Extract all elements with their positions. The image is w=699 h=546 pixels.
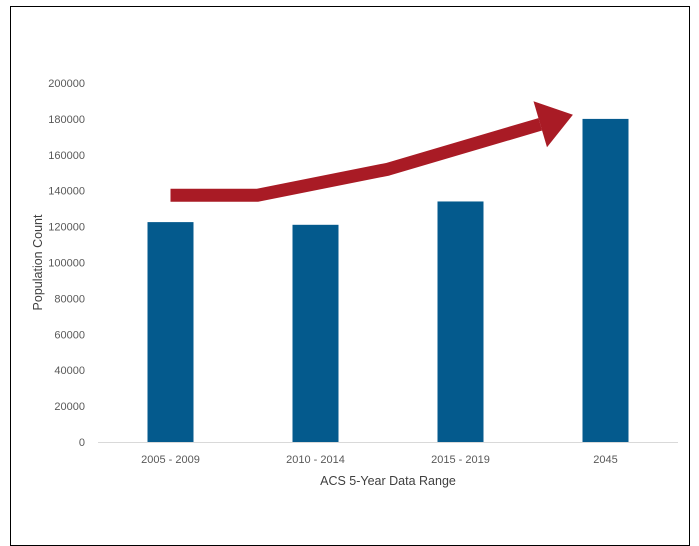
x-axis-title: ACS 5-Year Data Range bbox=[320, 474, 456, 488]
y-tick-label: 40000 bbox=[54, 365, 85, 377]
x-tick-label: 2045 bbox=[593, 454, 617, 466]
y-tick-label: 20000 bbox=[54, 401, 85, 413]
y-axis-ticks: 0 20000 40000 60000 80000 100000 120000 140000 1… bbox=[48, 78, 85, 449]
chart-frame bbox=[10, 6, 690, 546]
x-axis-ticks: 2005 - 2009 2010 - 2014 2015 - 2019 2045 bbox=[141, 454, 618, 466]
bar-chart: 0 20000 40000 60000 80000 100000 120000 140000 1… bbox=[31, 78, 678, 488]
y-tick-label: 160000 bbox=[48, 150, 85, 162]
bar bbox=[292, 224, 339, 442]
bar bbox=[147, 222, 194, 442]
y-tick-label: 80000 bbox=[54, 293, 85, 305]
bar bbox=[582, 118, 629, 443]
y-tick-label: 60000 bbox=[54, 329, 85, 341]
trend-arrow bbox=[170, 101, 573, 202]
y-tick-label: 100000 bbox=[48, 258, 85, 270]
y-tick-label: 120000 bbox=[48, 222, 85, 234]
y-tick-label: 200000 bbox=[48, 78, 85, 90]
x-tick-label: 2015 - 2019 bbox=[431, 454, 490, 466]
y-axis-title: Population Count bbox=[31, 214, 45, 310]
x-tick-label: 2005 - 2009 bbox=[141, 454, 200, 466]
x-tick-label: 2010 - 2014 bbox=[286, 454, 345, 466]
bars bbox=[147, 118, 629, 443]
y-tick-label: 180000 bbox=[48, 114, 85, 126]
trend-arrow-shaft bbox=[170, 118, 543, 202]
trend-arrow-head bbox=[533, 101, 573, 148]
y-tick-label: 0 bbox=[79, 437, 85, 449]
y-tick-label: 140000 bbox=[48, 186, 85, 198]
bar bbox=[437, 201, 484, 442]
